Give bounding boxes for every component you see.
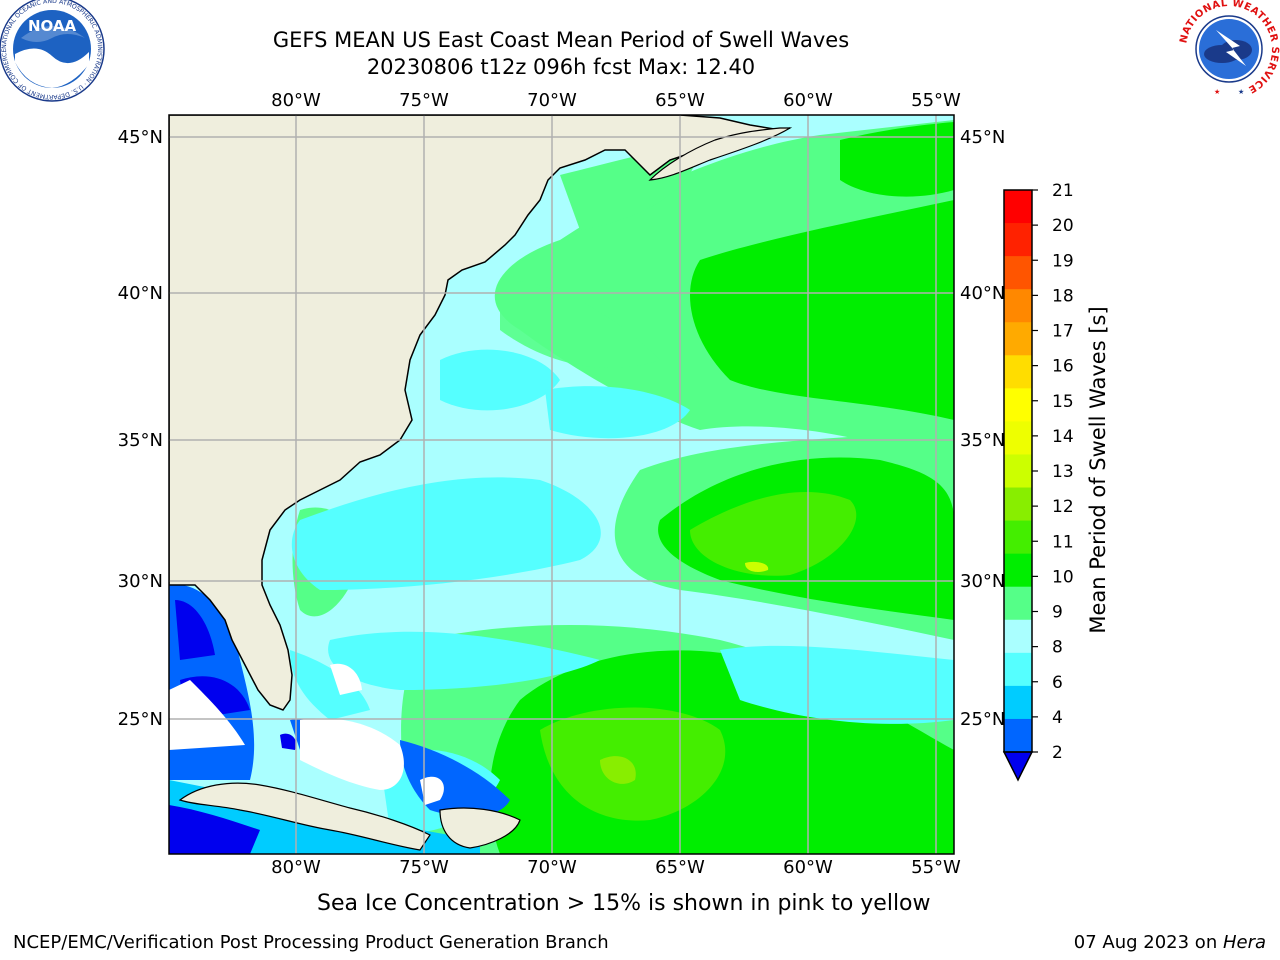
colorbar-tick-label: 14 — [1052, 427, 1074, 447]
lat-label-right: 25°N — [960, 709, 1005, 730]
map-subtitle: 20230806 t12z 096h fcst Max: 12.40 — [366, 55, 756, 79]
map-title: GEFS MEAN US East Coast Mean Period of S… — [272, 28, 850, 52]
swell-period-field — [169, 120, 954, 854]
nws-logo-icon: NATIONAL WEATHER SERVICE ★ ★ — [1178, 0, 1280, 99]
colorbar-tick-label: 21 — [1052, 181, 1074, 201]
hispaniola-island — [439, 807, 521, 849]
lon-label-top: 60°W — [783, 90, 833, 111]
colorbar-segment — [1004, 454, 1032, 489]
lon-label-top: 75°W — [399, 90, 449, 111]
colorbar-segment — [1004, 685, 1032, 720]
lat-label-left: 25°N — [118, 709, 163, 730]
lat-label-right: 40°N — [960, 283, 1005, 304]
colorbar-segment — [1004, 718, 1032, 753]
nova-scotia-land — [648, 127, 793, 181]
footer-credit: NCEP/EMC/Verification Post Processing Pr… — [13, 932, 609, 953]
lat-label-left: 40°N — [118, 283, 163, 304]
colorbar-tick-label: 20 — [1052, 216, 1074, 236]
lon-label-bottom: 65°W — [655, 857, 705, 878]
colorbar-tick-label: 15 — [1052, 392, 1074, 412]
lon-label-bottom: 75°W — [399, 857, 449, 878]
colorbar-tick-label: 8 — [1052, 638, 1063, 658]
colorbar-tick-label: 17 — [1052, 322, 1074, 342]
colorbar-segment — [1004, 553, 1032, 588]
colorbar-segment — [1004, 256, 1032, 290]
sea-ice-note: Sea Ice Concentration > 15% is shown in … — [317, 891, 931, 916]
lat-label-right: 35°N — [960, 430, 1005, 451]
svg-text:★: ★ — [1214, 88, 1220, 96]
colorbar-segment — [1004, 586, 1032, 621]
cuba-island — [178, 782, 431, 851]
colorbar-segment — [1004, 487, 1032, 522]
colorbar-tick-label: 6 — [1052, 673, 1063, 693]
colorbar-tick-label: 9 — [1052, 603, 1063, 623]
colorbar-segment — [1004, 421, 1032, 455]
colorbar-tick-label: 4 — [1052, 708, 1063, 728]
lat-label-left: 30°N — [118, 571, 163, 592]
lat-label-left: 45°N — [118, 127, 163, 148]
graticule — [169, 115, 954, 854]
footer-date: 07 Aug 2023 on Hera — [1074, 932, 1266, 953]
lat-label-left: 35°N — [118, 430, 163, 451]
colorbar-tick-label: 2 — [1052, 743, 1063, 763]
footer-date-text: 07 Aug 2023 on — [1073, 932, 1223, 953]
lon-label-bottom: 80°W — [271, 857, 321, 878]
colorbar-segment — [1004, 520, 1032, 555]
colorbar-segment — [1004, 388, 1032, 422]
colorbar-segment — [1004, 355, 1032, 389]
colorbar-tick-label: 11 — [1052, 532, 1074, 552]
lat-label-right: 30°N — [960, 571, 1005, 592]
lon-label-top: 80°W — [271, 90, 321, 111]
colorbar-tick-label: 13 — [1052, 462, 1074, 482]
noaa-logo-icon: NATIONAL OCEANIC AND ATMOSPHERIC ADMINIS… — [0, 0, 105, 102]
colorbar-tick-label: 10 — [1052, 567, 1074, 587]
colorbar-segment — [1004, 190, 1032, 224]
map-frame — [168, 114, 955, 855]
colorbar-tick-label: 18 — [1052, 286, 1074, 306]
colorbar-tick-label: 19 — [1052, 251, 1074, 271]
colorbar-segment — [1004, 223, 1032, 257]
lat-label-right: 45°N — [960, 127, 1005, 148]
colorbar-segment — [1004, 322, 1032, 356]
colorbar-segment — [1004, 619, 1032, 654]
lon-label-bottom: 70°W — [527, 857, 577, 878]
colorbar: 2 4 6 8 9 10 11 12 13 14 15 16 17 18 19 20 21 — [1002, 181, 1074, 782]
colorbar-segment — [1004, 652, 1032, 687]
colorbar-label: Mean Period of Swell Waves [s] — [1086, 306, 1110, 633]
lon-label-top: 70°W — [527, 90, 577, 111]
lon-label-top: 55°W — [911, 90, 961, 111]
footer-host: Hera — [1222, 932, 1266, 953]
colorbar-tick-label: 16 — [1052, 357, 1074, 377]
lon-label-bottom: 55°W — [911, 857, 961, 878]
land-mass — [169, 115, 791, 711]
colorbar-extend-arrow — [1002, 751, 1034, 782]
lon-label-top: 65°W — [655, 90, 705, 111]
colorbar-segment — [1004, 289, 1032, 323]
noaa-text: NOAA — [28, 17, 77, 35]
lon-label-bottom: 60°W — [783, 857, 833, 878]
svg-text:★: ★ — [1238, 88, 1244, 96]
colorbar-tick-label: 12 — [1052, 497, 1074, 517]
